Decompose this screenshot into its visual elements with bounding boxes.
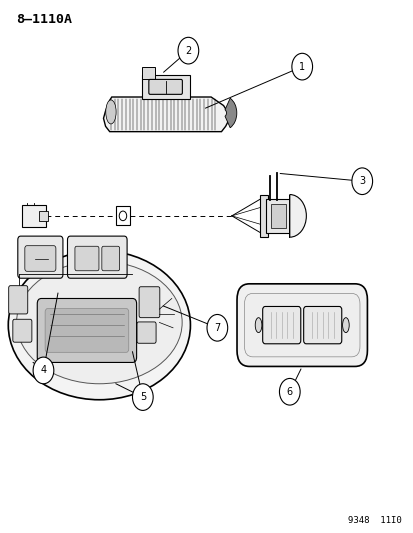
Circle shape (279, 378, 299, 405)
Text: 4: 4 (40, 366, 46, 375)
Polygon shape (103, 97, 229, 132)
Circle shape (351, 168, 372, 195)
Text: 5: 5 (139, 392, 146, 402)
FancyBboxPatch shape (45, 309, 128, 352)
FancyBboxPatch shape (303, 306, 341, 344)
Circle shape (33, 357, 54, 384)
FancyBboxPatch shape (13, 319, 32, 342)
Text: 6: 6 (286, 387, 292, 397)
Text: 1: 1 (299, 62, 304, 71)
FancyBboxPatch shape (149, 79, 182, 94)
Text: 9348  11I0: 9348 11I0 (347, 516, 401, 525)
FancyBboxPatch shape (141, 75, 189, 99)
FancyBboxPatch shape (67, 236, 127, 278)
FancyBboxPatch shape (236, 284, 367, 367)
Circle shape (178, 37, 198, 64)
FancyBboxPatch shape (9, 286, 28, 314)
FancyBboxPatch shape (38, 211, 47, 221)
Wedge shape (225, 98, 236, 128)
FancyBboxPatch shape (75, 246, 99, 271)
FancyBboxPatch shape (262, 306, 300, 344)
Ellipse shape (342, 318, 349, 333)
Text: 3: 3 (358, 176, 364, 186)
FancyBboxPatch shape (137, 322, 156, 343)
FancyBboxPatch shape (115, 206, 130, 225)
FancyBboxPatch shape (37, 298, 136, 362)
FancyBboxPatch shape (139, 287, 159, 318)
Ellipse shape (254, 318, 261, 333)
Circle shape (206, 314, 227, 341)
Text: 8–1110A: 8–1110A (17, 13, 72, 26)
FancyBboxPatch shape (25, 246, 56, 271)
FancyBboxPatch shape (244, 293, 359, 357)
FancyBboxPatch shape (18, 236, 63, 278)
Wedge shape (289, 195, 306, 237)
FancyBboxPatch shape (270, 204, 285, 228)
Ellipse shape (17, 261, 182, 384)
FancyBboxPatch shape (22, 205, 46, 227)
Circle shape (132, 384, 153, 410)
Ellipse shape (106, 100, 116, 124)
Text: 2: 2 (185, 46, 191, 55)
Ellipse shape (8, 251, 190, 400)
FancyBboxPatch shape (102, 246, 119, 271)
FancyBboxPatch shape (259, 195, 267, 237)
Text: 7: 7 (214, 323, 220, 333)
Circle shape (291, 53, 312, 80)
FancyBboxPatch shape (142, 67, 155, 79)
FancyBboxPatch shape (266, 199, 290, 233)
